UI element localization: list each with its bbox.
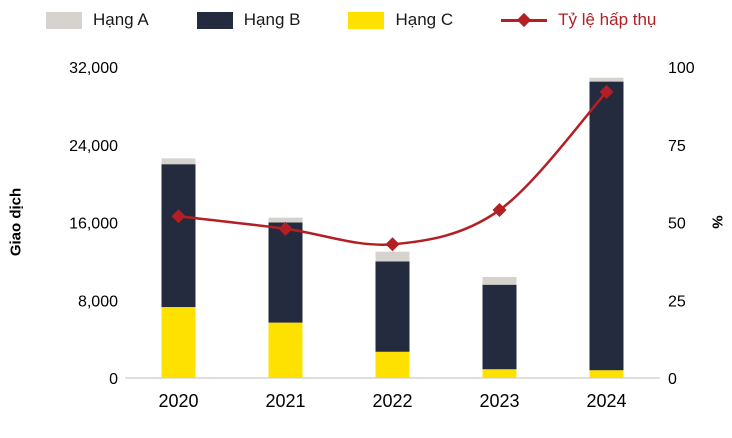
legend-item-hang-a: Hạng A <box>46 10 149 30</box>
bar-segment-hang-c-2021 <box>268 322 303 378</box>
bar-segment-hang-a-2020 <box>161 158 196 165</box>
x-axis-tick-label: 2021 <box>265 391 305 411</box>
bar-segment-hang-b-2024 <box>589 81 624 371</box>
y2-axis-tick-label: 0 <box>668 371 677 388</box>
legend-line-marker-icon <box>501 12 548 28</box>
y2-axis-tick-label: 50 <box>668 216 686 233</box>
legend-swatch-hang-b <box>196 11 233 29</box>
bar-segment-hang-b-2022 <box>375 261 410 352</box>
bar-segment-hang-a-2021 <box>268 217 303 223</box>
absorption-rate-marker-2022 <box>385 237 400 252</box>
bar-segment-hang-c-2022 <box>375 351 410 378</box>
bar-segment-hang-a-2024 <box>589 77 624 82</box>
legend-swatch-hang-a <box>46 11 82 29</box>
legend-item-absorption-rate: Tỷ lệ hấp thụ <box>501 10 656 30</box>
bar-segment-hang-b-2021 <box>268 222 303 323</box>
y-axis-tick-label: 24,000 <box>69 138 118 155</box>
bar-segment-hang-c-2020 <box>161 307 196 378</box>
x-axis-tick-label: 2024 <box>586 391 626 411</box>
legend-label-absorption-rate: Tỷ lệ hấp thụ <box>558 10 657 29</box>
y2-axis-tick-label: 25 <box>668 293 686 310</box>
legend-label-hang-a: Hạng A <box>93 10 149 29</box>
bar-segment-hang-b-2020 <box>161 164 196 308</box>
absorption-rate-marker-2020 <box>171 209 186 224</box>
absorption-rate-marker-2023 <box>492 203 507 218</box>
absorption-rate-marker-2024 <box>599 84 614 99</box>
x-axis-tick-label: 2020 <box>158 391 198 411</box>
bar-segment-hang-a-2022 <box>375 251 410 262</box>
absorption-rate-line <box>178 91 608 246</box>
y-axis-tick-label: 32,000 <box>69 60 118 77</box>
y-axis-tick-label: 8,000 <box>78 293 118 310</box>
bar-segment-hang-b-2023 <box>482 284 517 370</box>
legend-label-hang-b: Hạng B <box>243 10 301 29</box>
absorption-rate-marker-2021 <box>278 221 293 236</box>
legend-item-hang-b: Hạng B <box>196 10 301 30</box>
legend-label-hang-c: Hạng C <box>395 10 454 29</box>
legend-item-hang-c: Hạng C <box>348 10 453 30</box>
legend-swatch-hang-c <box>348 11 385 29</box>
bar-segment-hang-c-2024 <box>589 370 624 378</box>
x-axis-tick-label: 2023 <box>479 391 519 411</box>
x-axis-tick-label: 2022 <box>372 391 412 411</box>
bar-segment-hang-a-2023 <box>482 276 517 285</box>
y-axis-tick-label: 0 <box>109 371 118 388</box>
y-axis-tick-label: 16,000 <box>69 216 118 233</box>
y2-axis-tick-label: 75 <box>668 138 686 155</box>
bar-segment-hang-c-2023 <box>482 369 517 378</box>
chart-legend: Hạng A Hạng B Hạng C Tỷ lệ hấp thụ <box>46 10 722 30</box>
y2-axis-tick-label: 100 <box>668 60 695 77</box>
